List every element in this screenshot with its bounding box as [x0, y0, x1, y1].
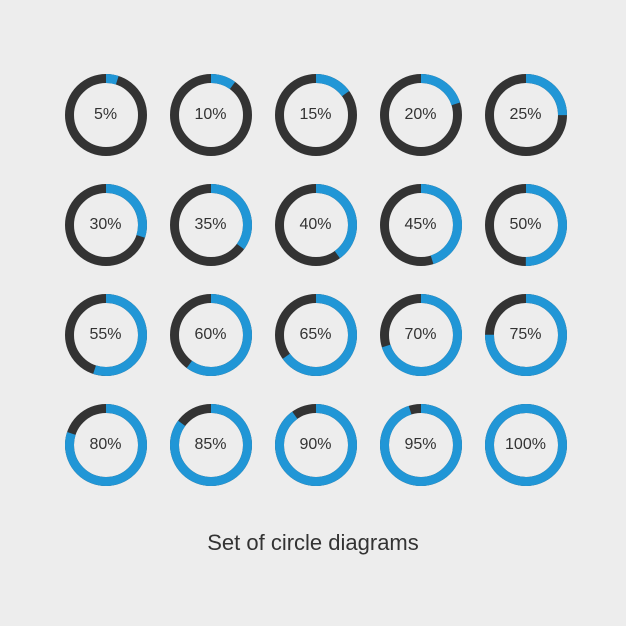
- gauge: 25%: [485, 74, 567, 156]
- gauge: 45%: [380, 184, 462, 266]
- gauge: 60%: [170, 294, 252, 376]
- gauge: 20%: [380, 74, 462, 156]
- gauge-label: 45%: [404, 217, 436, 233]
- gauge: 55%: [65, 294, 147, 376]
- gauge-label: 50%: [509, 217, 541, 233]
- gauge-label: 65%: [299, 327, 331, 343]
- gauge: 30%: [65, 184, 147, 266]
- gauge-label: 25%: [509, 107, 541, 123]
- gauge: 15%: [275, 74, 357, 156]
- gauge: 10%: [170, 74, 252, 156]
- gauge: 35%: [170, 184, 252, 266]
- canvas: 5% 10% 15% 20% 25% 30% 35% 40% 45% 50% 55% 60% 65% 70…: [0, 0, 626, 626]
- gauge-label: 60%: [194, 327, 226, 343]
- gauge-grid: 5% 10% 15% 20% 25% 30% 35% 40% 45% 50% 55% 60% 65% 70…: [53, 60, 578, 500]
- gauge: 90%: [275, 404, 357, 486]
- gauge-label: 90%: [299, 437, 331, 453]
- gauge: 65%: [275, 294, 357, 376]
- gauge: 50%: [485, 184, 567, 266]
- gauge-label: 75%: [509, 327, 541, 343]
- gauge-label: 85%: [194, 437, 226, 453]
- gauge: 80%: [65, 404, 147, 486]
- gauge: 40%: [275, 184, 357, 266]
- caption-text: Set of circle diagrams: [207, 530, 419, 555]
- gauge-label: 70%: [404, 327, 436, 343]
- gauge-label: 55%: [89, 327, 121, 343]
- gauge: 100%: [485, 404, 567, 486]
- gauge-label: 20%: [404, 107, 436, 123]
- gauge-label: 15%: [299, 107, 331, 123]
- gauge-label: 40%: [299, 217, 331, 233]
- gauge: 85%: [170, 404, 252, 486]
- gauge-label: 95%: [404, 437, 436, 453]
- gauge: 5%: [65, 74, 147, 156]
- gauge: 70%: [380, 294, 462, 376]
- gauge-label: 80%: [89, 437, 121, 453]
- caption: Set of circle diagrams: [0, 530, 626, 556]
- gauge: 95%: [380, 404, 462, 486]
- gauge-label: 10%: [194, 107, 226, 123]
- gauge-label: 35%: [194, 217, 226, 233]
- gauge-label: 5%: [94, 107, 117, 123]
- gauge-label: 30%: [89, 217, 121, 233]
- gauge: 75%: [485, 294, 567, 376]
- gauge-label: 100%: [505, 437, 546, 453]
